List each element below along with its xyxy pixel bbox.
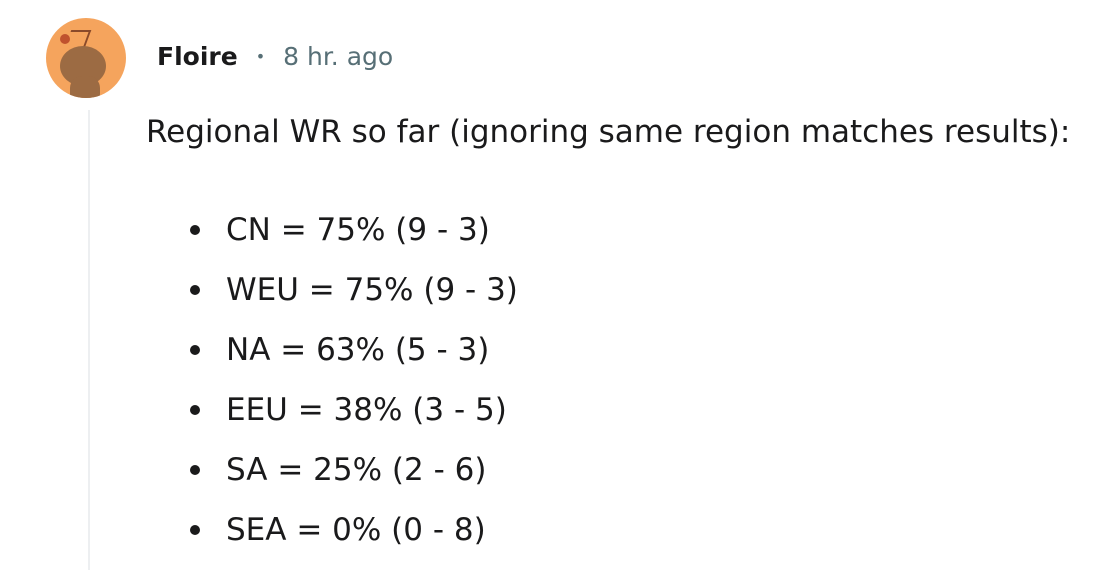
comment-header: Floire • 8 hr. ago bbox=[157, 42, 393, 71]
list-item-text: WEU = 75% (9 - 3) bbox=[226, 272, 518, 308]
thread-line[interactable] bbox=[88, 110, 90, 570]
separator-dot: • bbox=[255, 47, 266, 66]
list-item-text: CN = 75% (9 - 3) bbox=[226, 212, 490, 248]
bullet-icon bbox=[190, 225, 200, 235]
comment-intro: Regional WR so far (ignoring same region… bbox=[146, 114, 1071, 150]
list-item-text: NA = 63% (5 - 3) bbox=[226, 332, 490, 368]
author-name[interactable]: Floire bbox=[157, 42, 238, 71]
bullet-icon bbox=[190, 405, 200, 415]
list-item: EEU = 38% (3 - 5) bbox=[176, 380, 518, 440]
list-item: WEU = 75% (9 - 3) bbox=[176, 260, 518, 320]
user-avatar[interactable] bbox=[46, 18, 126, 98]
list-item: CN = 75% (9 - 3) bbox=[176, 200, 518, 260]
bullet-icon bbox=[190, 465, 200, 475]
avatar-antenna-ball bbox=[60, 34, 70, 44]
list-item-text: SA = 25% (2 - 6) bbox=[226, 452, 487, 488]
avatar-body bbox=[70, 76, 100, 98]
timestamp[interactable]: 8 hr. ago bbox=[283, 42, 394, 71]
list-item-text: EEU = 38% (3 - 5) bbox=[226, 392, 507, 428]
list-item: NA = 63% (5 - 3) bbox=[176, 320, 518, 380]
bullet-icon bbox=[190, 525, 200, 535]
bullet-icon bbox=[190, 285, 200, 295]
winrate-list: CN = 75% (9 - 3) WEU = 75% (9 - 3) NA = … bbox=[176, 200, 518, 560]
list-item: SA = 25% (2 - 6) bbox=[176, 440, 518, 500]
list-item-text: SEA = 0% (0 - 8) bbox=[226, 512, 486, 548]
bullet-icon bbox=[190, 345, 200, 355]
list-item: SEA = 0% (0 - 8) bbox=[176, 500, 518, 560]
